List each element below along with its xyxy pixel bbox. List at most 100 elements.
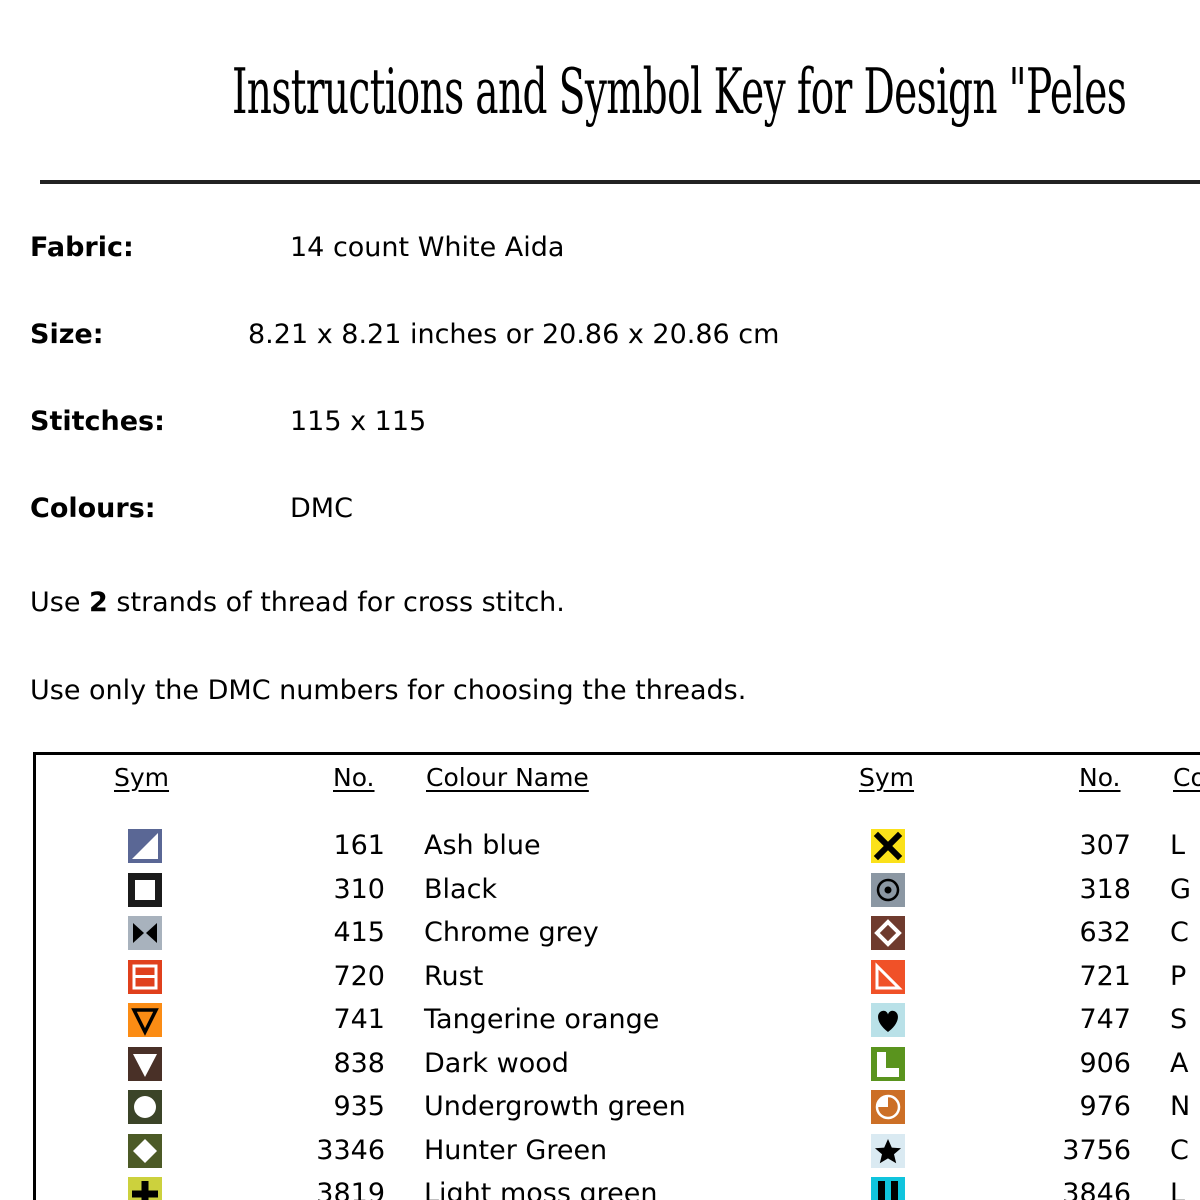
colour-name: A	[1170, 1047, 1189, 1079]
symbol-swatch-right-0	[871, 829, 905, 863]
symbol-swatch-right-8	[871, 1177, 905, 1200]
symbol-swatch-left-7	[128, 1133, 162, 1168]
colour-name: C	[1170, 917, 1189, 948]
note-strands: Use 2 strands of thread for cross stitch…	[30, 587, 565, 618]
colour-name: Tangerine orange	[424, 1004, 660, 1035]
table-row: 838 Dark wood	[36, 1045, 1200, 1089]
spec-row-fabric: Fabric: 14 count White Aida	[30, 232, 1170, 319]
dmc-number: 906	[1079, 1047, 1131, 1079]
triangle-down-outline-icon	[128, 1003, 162, 1037]
dmc-number: 632	[1079, 917, 1131, 948]
triangle-down-filled-icon	[128, 1046, 162, 1081]
colour-name: L	[1170, 1178, 1186, 1200]
symbol-swatch-right-5	[871, 1046, 905, 1081]
spec-label-size: Size:	[30, 319, 104, 350]
specifications-list: Fabric: 14 count White Aida Size: 8.21 x…	[30, 232, 1170, 580]
cross-x-icon	[871, 829, 905, 863]
symbol-swatch-left-6	[128, 1090, 162, 1124]
spec-value-colours: DMC	[290, 493, 353, 524]
dmc-number: 747	[1079, 1004, 1131, 1035]
symbol-swatch-right-6	[871, 1090, 905, 1124]
triangle-corner-icon	[871, 959, 905, 994]
dmc-number: 721	[1079, 960, 1131, 992]
symbol-key-table: Sym No. Colour Name Sym No. Colour Name …	[33, 752, 1200, 1200]
dmc-number: 720	[333, 960, 385, 992]
symbol-swatch-left-0	[128, 829, 162, 863]
table-row: 721 P	[36, 958, 1200, 1002]
table-row: 161 Ash blue	[36, 827, 1200, 871]
symbol-swatch-right-2	[871, 916, 905, 950]
header-sym-left: Sym	[114, 763, 170, 792]
header-colour-name-right: Colour Name	[1173, 763, 1200, 792]
symbol-swatch-left-3	[128, 959, 162, 994]
colour-name: Chrome grey	[424, 917, 599, 948]
dmc-number: 318	[1079, 873, 1131, 905]
double-bar-icon	[871, 1177, 905, 1200]
header-no-right: No.	[1079, 763, 1121, 792]
table-row: 906 A	[36, 1045, 1200, 1089]
table-row: 415 Chrome grey	[36, 914, 1200, 958]
symbol-swatch-right-4	[871, 1003, 905, 1037]
colour-name: Dark wood	[424, 1047, 569, 1079]
l-shape-icon	[871, 1046, 905, 1081]
symbol-swatch-left-2	[128, 916, 162, 950]
symbol-swatch-left-1	[128, 872, 162, 907]
dmc-number: 976	[1079, 1091, 1131, 1122]
note-strands-suffix: strands of thread for cross stitch.	[107, 587, 565, 618]
circle-quarter-icon	[871, 1090, 905, 1124]
spec-value-fabric: 14 count White Aida	[290, 232, 565, 263]
colour-name: Hunter Green	[424, 1134, 608, 1166]
table-row: 310 Black	[36, 871, 1200, 915]
heart-icon	[871, 1003, 905, 1037]
spec-value-size: 8.21 x 8.21 inches or 20.86 x 20.86 cm	[248, 319, 780, 350]
dmc-number: 838	[333, 1047, 385, 1079]
colour-name: Undergrowth green	[424, 1091, 686, 1122]
table-row: 3346 Hunter Green	[36, 1132, 1200, 1176]
table-row: 318 G	[36, 871, 1200, 915]
table-row: 307 L	[36, 827, 1200, 871]
spec-row-size: Size: 8.21 x 8.21 inches or 20.86 x 20.8…	[30, 319, 1170, 406]
spec-row-stitches: Stitches: 115 x 115	[30, 406, 1170, 493]
symbol-swatch-right-3	[871, 959, 905, 994]
table-row: 747 S	[36, 1001, 1200, 1045]
table-row: 741 Tangerine orange	[36, 1001, 1200, 1045]
dmc-number: 935	[333, 1091, 385, 1122]
colour-name: P	[1170, 960, 1187, 992]
dmc-number: 307	[1079, 830, 1131, 861]
dmc-number: 415	[333, 917, 385, 948]
spec-label-stitches: Stitches:	[30, 406, 165, 437]
colour-name: Rust	[424, 960, 484, 992]
header-sym-right: Sym	[859, 763, 915, 792]
spec-value-stitches: 115 x 115	[290, 406, 427, 437]
spec-row-colours: Colours: DMC	[30, 493, 1170, 580]
star-icon	[871, 1133, 905, 1168]
table-row: 720 Rust	[36, 958, 1200, 1002]
table-row: 976 N	[36, 1088, 1200, 1132]
page-title: Instructions and Symbol Key for Design "…	[0, 48, 1200, 138]
split-box-icon	[128, 959, 162, 994]
header-no-left: No.	[333, 763, 375, 792]
colour-name: C	[1170, 1134, 1189, 1166]
dmc-number: 741	[333, 1004, 385, 1035]
table-row: 935 Undergrowth green	[36, 1088, 1200, 1132]
symbol-swatch-right-7	[871, 1133, 905, 1168]
symbol-swatch-left-8	[128, 1177, 162, 1200]
symbol-swatch-left-4	[128, 1003, 162, 1037]
title-divider	[40, 180, 1200, 184]
symbol-swatch-right-1	[871, 872, 905, 907]
note-dmc: Use only the DMC numbers for choosing th…	[30, 675, 747, 706]
colour-name: Ash blue	[424, 830, 541, 861]
square-half-diagonal-icon	[128, 829, 162, 863]
table-row: 3756 C	[36, 1132, 1200, 1176]
spec-label-colours: Colours:	[30, 493, 156, 524]
note-strands-count: 2	[89, 587, 108, 618]
diamond-outline-icon	[871, 916, 905, 950]
colour-name: Light moss green	[424, 1178, 658, 1200]
header-colour-name-left: Colour Name	[426, 763, 589, 792]
plus-icon	[128, 1177, 162, 1200]
dmc-number: 3346	[316, 1134, 385, 1166]
dmc-number: 3846	[1062, 1178, 1131, 1200]
bowtie-icon	[128, 916, 162, 950]
table-header-row: Sym No. Colour Name Sym No. Colour Name	[36, 755, 1200, 813]
table-row: 3846 L	[36, 1175, 1200, 1200]
